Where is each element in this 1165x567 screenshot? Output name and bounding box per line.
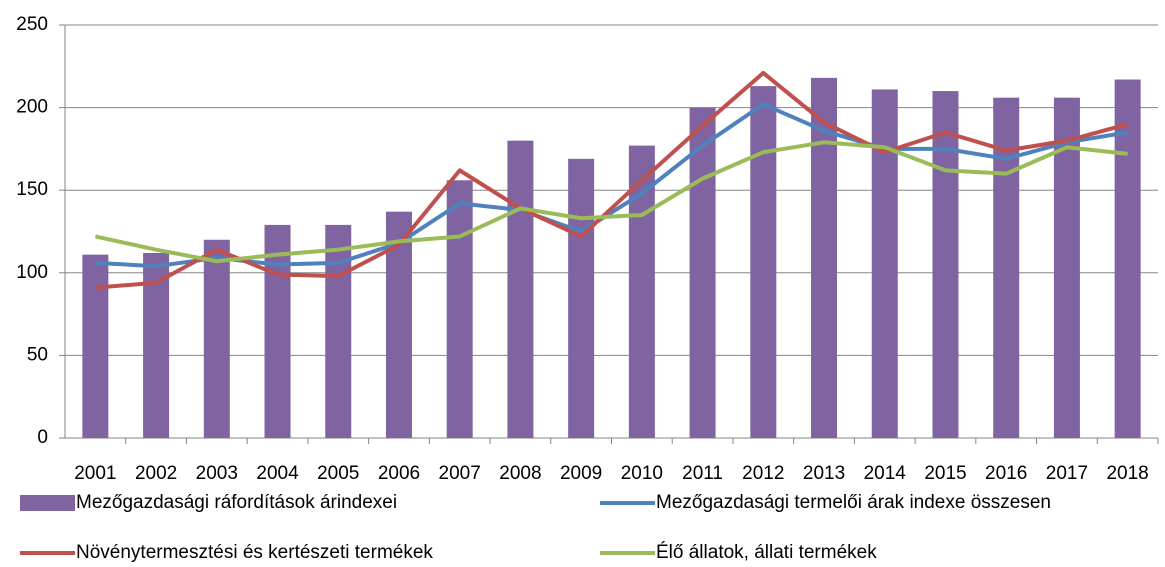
x-tick-label: 2012 xyxy=(742,463,784,484)
x-tick-label: 2010 xyxy=(621,463,663,484)
x-tick-label: 2007 xyxy=(439,463,481,484)
line xyxy=(95,70,1129,290)
bar xyxy=(203,239,230,438)
legend-swatch xyxy=(20,495,75,511)
bar xyxy=(446,180,473,438)
bar xyxy=(568,158,595,438)
bar xyxy=(750,86,777,439)
x-tick-label: 2015 xyxy=(924,463,966,484)
x-tick-label: 2013 xyxy=(803,463,845,484)
y-tick-label: 150 xyxy=(16,179,48,200)
x-tick-label: 2001 xyxy=(74,463,116,484)
x-tick-label: 2002 xyxy=(135,463,177,484)
bar xyxy=(689,107,716,438)
bar xyxy=(811,77,838,438)
x-tick-label: 2009 xyxy=(560,463,602,484)
x-tick-label: 2011 xyxy=(682,463,723,484)
legend-label: Növénytermesztési és kertészeti termékek xyxy=(76,542,433,563)
x-tick-label: 2003 xyxy=(196,463,238,484)
bar xyxy=(1114,79,1141,439)
x-tick-label: 2006 xyxy=(378,463,420,484)
bar xyxy=(264,224,291,438)
bar xyxy=(325,224,352,438)
x-tick-label: 2004 xyxy=(256,463,299,484)
legend-label: Élő állatok, állati termékek xyxy=(656,542,877,563)
x-tick-label: 2016 xyxy=(985,463,1027,484)
legend-label: Mezőgazdasági ráfordítások árindexei xyxy=(76,492,397,513)
y-tick-label: 50 xyxy=(27,344,48,365)
y-tick-label: 250 xyxy=(16,14,48,35)
x-tick-label: 2014 xyxy=(864,463,907,484)
bar xyxy=(507,140,534,438)
legend-label: Mezőgazdasági termelői árak indexe össze… xyxy=(656,492,1051,513)
x-tick-label: 2005 xyxy=(317,463,359,484)
bar xyxy=(871,89,898,438)
line xyxy=(95,102,1128,269)
bar xyxy=(82,254,109,438)
y-tick-label: 0 xyxy=(37,427,48,448)
bar xyxy=(1053,97,1080,439)
x-tick-label: 2017 xyxy=(1046,463,1088,484)
y-tick-label: 100 xyxy=(16,262,48,283)
x-tick-label: 2018 xyxy=(1106,463,1148,484)
bar xyxy=(932,91,959,438)
line xyxy=(94,140,1128,264)
y-tick-label: 200 xyxy=(16,97,48,118)
x-tick-label: 2008 xyxy=(499,463,541,484)
